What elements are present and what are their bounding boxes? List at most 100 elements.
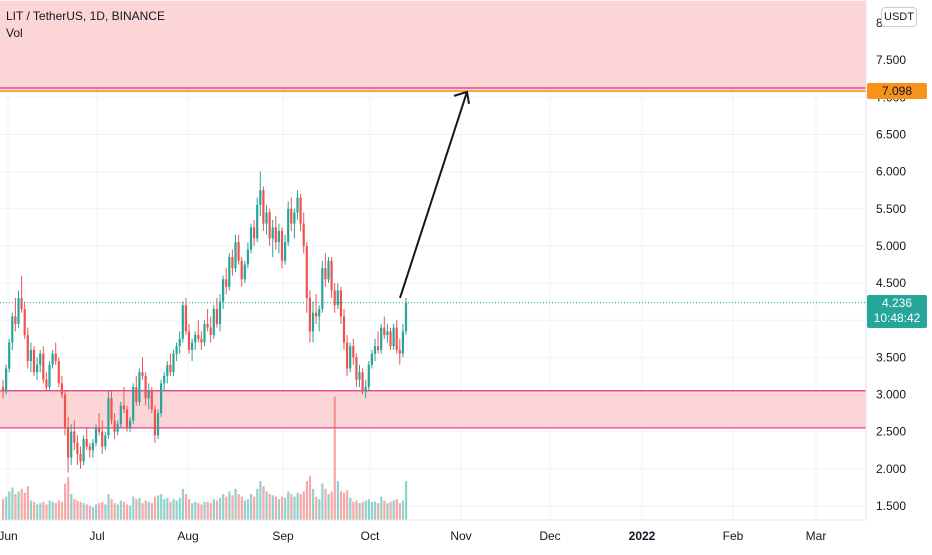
candle-body: [63, 394, 67, 428]
volume-bar: [8, 491, 11, 520]
volume-bar: [54, 503, 57, 520]
volume-bar: [138, 497, 141, 520]
volume-bar: [119, 500, 122, 520]
zone-1: [0, 0, 866, 91]
candle-body: [259, 190, 262, 206]
candle-body: [175, 346, 178, 354]
candle-body: [392, 327, 395, 347]
candle-body: [401, 331, 404, 354]
volume-bar: [231, 495, 234, 520]
candle-body: [280, 231, 284, 261]
volume-bar: [42, 501, 45, 520]
candle-body: [191, 342, 194, 350]
volume-bar: [79, 501, 82, 520]
volume-bar: [197, 503, 200, 520]
volume-bar: [398, 503, 401, 520]
candle-body: [11, 316, 14, 343]
volume-bar: [76, 500, 79, 520]
candle-body: [287, 208, 290, 243]
volume-bar: [153, 496, 157, 520]
y-tick-label: 3.500: [876, 350, 906, 364]
volume-bar: [20, 488, 23, 520]
candle-body: [218, 301, 222, 324]
volume-bar: [336, 481, 339, 520]
symbol-title[interactable]: LIT / TetherUS, 1D, BINANCE: [6, 9, 165, 23]
y-tick-label: 6.000: [876, 165, 906, 179]
target-price-value: 7.098: [881, 84, 913, 98]
candle-body: [39, 353, 42, 365]
candle-body: [268, 212, 271, 239]
x-tick-label: Feb: [723, 529, 744, 543]
candle-body: [135, 387, 138, 402]
candle-body: [125, 409, 129, 428]
candle-body: [104, 435, 107, 447]
candle-body: [284, 242, 287, 261]
candle-body: [51, 353, 54, 365]
candle-body: [215, 309, 218, 324]
currency-unit-button[interactable]: USDT: [881, 7, 917, 27]
volume-indicator-label[interactable]: Vol: [6, 26, 23, 40]
candle-body: [76, 442, 79, 454]
volume-bar: [85, 504, 88, 520]
volume-bar: [383, 500, 386, 520]
candle-body: [45, 379, 48, 388]
volume-bar: [293, 496, 296, 520]
volume-bar: [203, 501, 206, 520]
volume-bar: [181, 488, 184, 520]
volume-bar: [268, 494, 271, 520]
volume-bars: [2, 396, 408, 520]
x-tick-label: Jul: [89, 529, 104, 543]
volume-bar: [60, 501, 64, 520]
volume-bar: [29, 500, 33, 520]
volume-bar: [253, 496, 256, 520]
target-price-badge: 7.098: [867, 83, 927, 99]
candle-body: [5, 368, 8, 391]
volume-bar: [200, 504, 203, 520]
candle-body: [82, 439, 85, 462]
candle-body: [144, 375, 147, 399]
candle-body: [206, 323, 209, 328]
candle-body: [94, 427, 98, 443]
volume-bar: [209, 503, 212, 520]
volume-bar: [405, 481, 408, 520]
volume-bar: [116, 504, 119, 520]
volume-bar: [259, 481, 262, 520]
candle-body: [160, 383, 163, 414]
candle-body: [110, 398, 113, 421]
candle-body: [26, 335, 29, 362]
candle-body: [262, 190, 265, 224]
candle-body: [256, 205, 259, 239]
candle-body: [73, 431, 76, 443]
volume-bar: [367, 499, 370, 520]
last-price-badge: 4.236 10:48:42: [867, 295, 927, 328]
volume-bar: [274, 496, 277, 520]
volume-bar: [250, 494, 253, 520]
volume-bar: [256, 488, 259, 520]
volume-bar: [265, 491, 268, 520]
candle-body: [265, 212, 268, 224]
volume-bar: [135, 499, 138, 520]
volume-bar: [287, 491, 290, 520]
volume-bar: [327, 494, 330, 520]
y-tick-label: 1.500: [876, 499, 906, 513]
volume-bar: [215, 500, 219, 520]
candle-body: [336, 290, 339, 306]
volume-bar: [26, 486, 29, 520]
volume-bar: [91, 507, 95, 520]
candle-body: [355, 357, 358, 380]
candle-body: [231, 257, 234, 269]
candle-body: [293, 212, 296, 224]
candle-body: [249, 227, 253, 250]
volume-bar: [225, 496, 228, 520]
volume-bar: [144, 500, 147, 520]
candle-body: [107, 398, 110, 436]
volume-bar: [346, 490, 349, 520]
candle-body: [8, 342, 11, 369]
candle-body: [91, 442, 94, 451]
candle-body: [243, 264, 246, 280]
candle-body: [184, 305, 187, 332]
volume-bar: [352, 501, 355, 520]
volume-bar: [281, 496, 284, 520]
